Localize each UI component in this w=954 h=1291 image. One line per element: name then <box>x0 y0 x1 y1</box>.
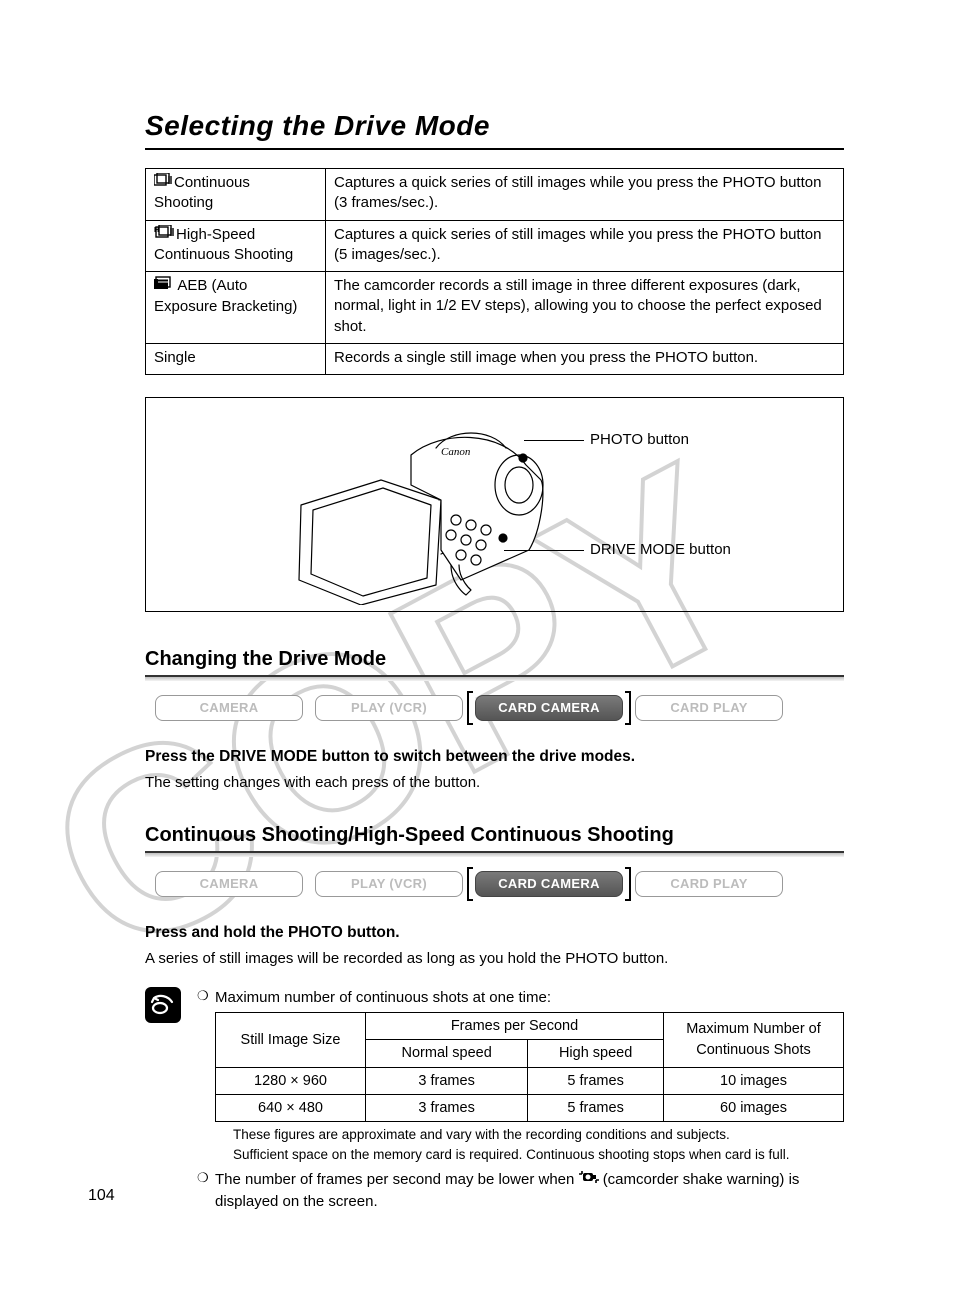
instruction-body: A series of still images will be recorde… <box>145 949 844 969</box>
photo-button-label: PHOTO button <box>590 431 689 448</box>
svg-text:Canon: Canon <box>441 446 471 458</box>
callout-line <box>524 440 584 441</box>
mode-pill-row: CAMERA PLAY (VCR) CARD CAMERA CARD PLAY <box>145 867 844 905</box>
page-title: Selecting the Drive Mode <box>145 110 844 142</box>
table-row: AEB (Auto Exposure Bracketing) The camco… <box>146 272 844 344</box>
mode-pill: PLAY (VCR) <box>315 695 463 721</box>
note-bullet: Maximum number of continuous shots at on… <box>197 987 844 1165</box>
mode-name: Continuous <box>174 174 250 191</box>
table-row: H High-Speed Continuous Shooting Capture… <box>146 220 844 272</box>
mode-pill: CAMERA <box>155 871 303 897</box>
mode-pill: CARD PLAY <box>635 695 783 721</box>
aeb-icon <box>154 276 172 296</box>
sub-note: Sufficient space on the memory card is r… <box>215 1146 844 1164</box>
col-fps-high: High speed <box>528 1040 664 1067</box>
continuous-icon <box>154 173 172 193</box>
camcorder-shake-icon <box>579 1169 599 1191</box>
mode-desc: Records a single still image when you pr… <box>326 343 844 374</box>
mode-pill: PLAY (VCR) <box>315 871 463 897</box>
section-heading-change: Changing the Drive Mode <box>145 648 844 671</box>
table-row: Continuous Shooting Captures a quick ser… <box>146 169 844 221</box>
mode-pill: CAMERA <box>155 695 303 721</box>
notes-block: Maximum number of continuous shots at on… <box>145 987 844 1216</box>
section-rule <box>145 851 844 857</box>
mode-name: AEB (Auto <box>177 277 247 294</box>
highspeed-icon: H <box>154 225 174 245</box>
shots-table: Still Image Size Frames per Second Maxim… <box>215 1012 844 1122</box>
instruction-body: The setting changes with each press of t… <box>145 773 844 793</box>
mode-pill: CARD PLAY <box>635 871 783 897</box>
mode-desc: Captures a quick series of still images … <box>326 220 844 272</box>
col-fps-group: Frames per Second <box>366 1012 664 1039</box>
mode-name: High-Speed <box>176 226 255 243</box>
section-rule <box>145 675 844 681</box>
col-size: Still Image Size <box>216 1012 366 1067</box>
mode-name-l2: Shooting <box>154 194 213 211</box>
mode-pill-row: CAMERA PLAY (VCR) CARD CAMERA CARD PLAY <box>145 691 844 729</box>
sub-note: These figures are approximate and vary w… <box>215 1126 844 1144</box>
camcorder-diagram: Canon PHOTO button DRIVE MODE button <box>145 397 844 612</box>
mode-pill: CARD CAMERA <box>475 871 623 897</box>
callout-line <box>504 550 584 551</box>
mode-pill: CARD CAMERA <box>475 695 623 721</box>
table-row: 1280 × 960 3 frames 5 frames 10 images <box>216 1067 844 1094</box>
section-heading-continuous: Continuous Shooting/High-Speed Continuou… <box>145 824 844 847</box>
camcorder-illustration: Canon <box>291 410 551 605</box>
title-rule <box>145 148 844 150</box>
mode-name-l2: Continuous Shooting <box>154 246 293 263</box>
note-bullet: The number of frames per second may be l… <box>197 1169 844 1212</box>
mode-name: Single <box>154 349 196 366</box>
col-max: Maximum Number of Continuous Shots <box>664 1012 844 1067</box>
mode-name-l2: Exposure Bracketing) <box>154 298 297 315</box>
table-row: Single Records a single still image when… <box>146 343 844 374</box>
drive-modes-table: Continuous Shooting Captures a quick ser… <box>145 168 844 375</box>
instruction-bold: Press the DRIVE MODE button to switch be… <box>145 747 844 767</box>
instruction-bold: Press and hold the PHOTO button. <box>145 923 844 943</box>
table-row: 640 × 480 3 frames 5 frames 60 images <box>216 1094 844 1121</box>
mode-desc: The camcorder records a still image in t… <box>326 272 844 344</box>
col-fps-normal: Normal speed <box>366 1040 528 1067</box>
note-icon <box>145 987 181 1023</box>
drive-mode-button-label: DRIVE MODE button <box>590 541 731 558</box>
mode-desc: Captures a quick series of still images … <box>326 169 844 221</box>
